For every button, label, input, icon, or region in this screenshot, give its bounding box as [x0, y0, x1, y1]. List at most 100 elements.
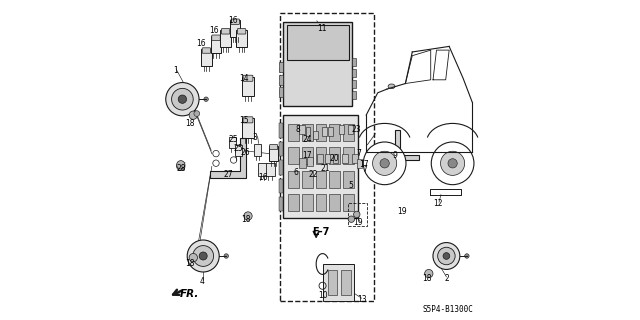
FancyBboxPatch shape — [243, 75, 253, 81]
Text: 5: 5 — [348, 181, 353, 190]
Circle shape — [380, 159, 389, 168]
Circle shape — [172, 88, 193, 110]
Text: 27: 27 — [224, 170, 234, 179]
FancyBboxPatch shape — [212, 35, 220, 40]
Text: 19: 19 — [353, 218, 364, 227]
Bar — [329, 194, 340, 212]
Bar — [279, 62, 283, 72]
FancyBboxPatch shape — [221, 28, 230, 34]
Text: 14: 14 — [239, 74, 249, 83]
Bar — [289, 171, 300, 188]
Text: 3: 3 — [253, 133, 257, 142]
Bar — [278, 179, 283, 193]
Bar — [289, 194, 300, 212]
Bar — [302, 194, 313, 212]
Circle shape — [431, 142, 474, 185]
Text: 10: 10 — [317, 292, 328, 300]
Bar — [266, 163, 275, 176]
Bar — [289, 147, 300, 164]
Text: 6: 6 — [294, 168, 298, 177]
Circle shape — [230, 157, 237, 163]
FancyBboxPatch shape — [202, 48, 211, 53]
Bar — [328, 127, 333, 136]
Text: 16: 16 — [196, 39, 206, 48]
Bar — [283, 22, 352, 106]
Circle shape — [189, 111, 197, 119]
Bar — [279, 75, 283, 85]
Bar — [317, 154, 323, 163]
Text: 18: 18 — [186, 260, 195, 268]
Circle shape — [433, 243, 460, 269]
Text: 12: 12 — [434, 199, 443, 208]
Bar — [289, 124, 300, 141]
Text: 23: 23 — [352, 125, 362, 134]
Circle shape — [189, 253, 197, 262]
Bar — [339, 125, 344, 134]
Circle shape — [178, 95, 187, 103]
Text: 19: 19 — [397, 207, 406, 216]
Text: 15: 15 — [239, 116, 249, 124]
Bar — [280, 13, 374, 301]
Bar — [329, 171, 340, 188]
Bar — [306, 127, 310, 136]
Circle shape — [443, 253, 450, 259]
Text: FR.: FR. — [180, 289, 199, 300]
Text: 9: 9 — [393, 151, 397, 160]
Bar — [302, 147, 313, 164]
Circle shape — [194, 111, 200, 116]
Bar — [242, 118, 254, 138]
Bar — [254, 144, 261, 156]
Circle shape — [224, 254, 228, 258]
Bar — [307, 157, 313, 166]
Circle shape — [438, 247, 455, 265]
Bar — [316, 124, 326, 141]
Text: 18: 18 — [422, 274, 432, 283]
Bar — [342, 147, 353, 164]
Text: 17: 17 — [301, 151, 312, 160]
Bar — [316, 194, 326, 212]
Circle shape — [364, 142, 406, 185]
Bar — [279, 87, 283, 97]
Circle shape — [212, 160, 219, 166]
Polygon shape — [210, 138, 246, 178]
Circle shape — [177, 161, 185, 169]
Bar — [278, 124, 283, 138]
Bar — [316, 147, 326, 164]
Bar — [211, 36, 221, 53]
Bar — [348, 203, 367, 226]
FancyBboxPatch shape — [237, 28, 246, 34]
Bar — [230, 20, 241, 37]
Text: 24: 24 — [302, 135, 312, 144]
Text: 1: 1 — [173, 66, 179, 75]
Circle shape — [440, 151, 465, 175]
Circle shape — [199, 252, 207, 260]
Bar — [342, 124, 353, 141]
Text: 17: 17 — [359, 160, 369, 169]
Text: 21: 21 — [320, 164, 330, 172]
Bar — [342, 154, 348, 163]
Bar — [300, 158, 306, 168]
Circle shape — [372, 151, 397, 175]
FancyBboxPatch shape — [231, 19, 239, 24]
Bar — [325, 154, 330, 163]
Bar — [302, 124, 313, 141]
Text: 13: 13 — [356, 295, 367, 304]
Text: 8: 8 — [295, 125, 300, 134]
Text: 16: 16 — [259, 173, 268, 182]
Text: 28: 28 — [176, 164, 186, 172]
Bar — [342, 269, 351, 295]
Circle shape — [354, 211, 360, 218]
Text: 25: 25 — [234, 144, 243, 153]
Bar — [283, 115, 358, 218]
Bar — [287, 25, 349, 60]
Text: 16: 16 — [228, 16, 238, 25]
Ellipse shape — [388, 84, 395, 89]
Text: 20: 20 — [330, 154, 339, 163]
Bar — [278, 142, 283, 156]
Bar — [342, 171, 353, 188]
Text: 25: 25 — [228, 135, 238, 144]
Bar — [269, 146, 278, 161]
Bar — [328, 269, 337, 295]
Bar — [242, 77, 254, 96]
Text: 18: 18 — [241, 215, 250, 224]
